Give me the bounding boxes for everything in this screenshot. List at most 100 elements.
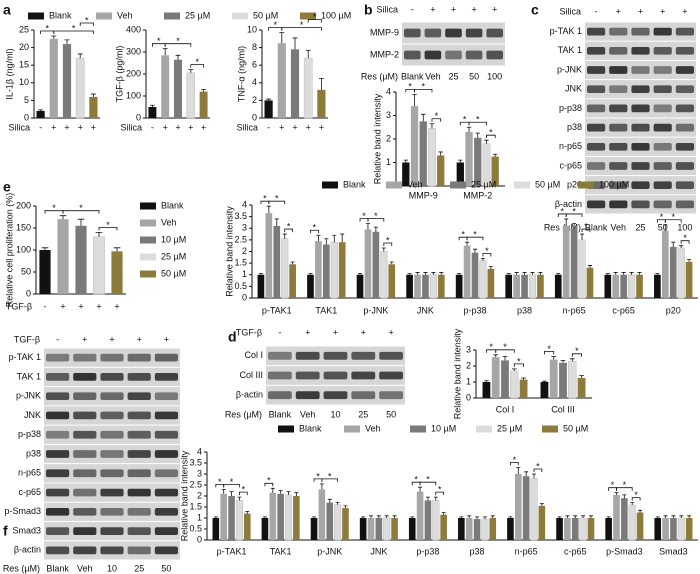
- error-bar: [556, 273, 561, 275]
- error-bar: [514, 272, 519, 275]
- error-bar: [493, 354, 499, 358]
- error-bar: [270, 487, 275, 493]
- significance-label: *: [634, 490, 638, 500]
- y-axis-label: Relative cell proliferation (%): [4, 193, 14, 308]
- error-bar: [113, 247, 121, 252]
- blot-band: [73, 507, 97, 516]
- bar: [380, 251, 388, 299]
- bar: [501, 360, 509, 398]
- bar: [228, 496, 235, 540]
- error-bar: [294, 492, 299, 496]
- blot-header: +: [430, 4, 435, 14]
- bar: [334, 504, 342, 541]
- significance-label: *: [517, 356, 521, 366]
- blot-footer: 50: [386, 409, 396, 419]
- panel-letter: c: [531, 2, 539, 18]
- blot-band: [127, 430, 151, 439]
- blot-band: [653, 27, 672, 36]
- legend-label: Blank: [299, 423, 322, 433]
- significance-label: *: [463, 115, 467, 125]
- blot-band: [127, 411, 151, 420]
- error-bar: [466, 126, 472, 132]
- error-bar: [637, 272, 642, 275]
- blot-band: [587, 200, 606, 209]
- y-axis-label: TGF-β (pg/ml): [114, 46, 124, 103]
- significance-label: *: [683, 233, 687, 243]
- blot-band: [653, 46, 672, 55]
- blot-band: [609, 181, 628, 190]
- bar: [75, 225, 87, 294]
- blot-band: [73, 450, 97, 458]
- error-bar: [373, 226, 378, 232]
- error-bar: [538, 272, 543, 275]
- bar: [422, 274, 429, 298]
- blot-band: [46, 353, 70, 362]
- bar: [620, 274, 627, 298]
- bar: [455, 274, 463, 298]
- error-bar: [361, 516, 366, 518]
- bar: [261, 518, 269, 540]
- error-bar: [431, 272, 436, 275]
- blot-band: [445, 28, 462, 38]
- x-tick-label: +: [175, 122, 180, 132]
- x-tick-label: p-TAK1: [262, 305, 292, 315]
- blot-band: [631, 123, 650, 132]
- error-bar: [389, 261, 394, 265]
- blot-footer: Veh: [77, 563, 93, 573]
- error-bar: [459, 516, 464, 518]
- blot-band: [73, 353, 97, 362]
- error-bar: [488, 266, 493, 269]
- blot-footer-label: Res (µM): [3, 563, 40, 573]
- bar: [326, 502, 334, 540]
- error-bar: [201, 89, 206, 92]
- blot-row-label: β-actin: [14, 545, 41, 555]
- bar: [437, 155, 445, 186]
- error-bar: [286, 491, 291, 495]
- x-tick-label: p38: [470, 546, 485, 556]
- legend-label: 100 µM: [321, 10, 351, 20]
- legend-swatch: [386, 181, 402, 189]
- significance-bracket: [544, 351, 555, 355]
- blot-row-label: p-JNK: [16, 391, 41, 401]
- significance-label: *: [623, 480, 627, 490]
- significance-label: *: [328, 471, 332, 481]
- bar: [338, 242, 346, 298]
- y-tick-label: 2.5: [234, 234, 247, 244]
- bar: [372, 231, 380, 298]
- blot-row-label: p-p38: [559, 103, 582, 113]
- bar: [463, 245, 471, 298]
- blot-band: [587, 46, 606, 55]
- error-bar: [441, 512, 446, 515]
- error-bar: [484, 380, 489, 382]
- significance-bracket: [482, 253, 492, 257]
- y-tick-label: 2: [242, 246, 247, 256]
- blot-band: [587, 162, 606, 170]
- error-bar: [412, 93, 417, 107]
- blot-band: [323, 371, 348, 380]
- bar: [161, 55, 170, 118]
- significance-label: *: [572, 206, 576, 216]
- bar: [628, 274, 636, 299]
- error-bar: [606, 516, 611, 518]
- error-bar: [522, 272, 527, 275]
- y-tick-label: 0: [26, 288, 31, 298]
- significance-bracket: [367, 218, 385, 222]
- x-tick-label: +: [91, 122, 96, 132]
- significance-bracket: [307, 19, 322, 23]
- error-bar: [332, 234, 337, 243]
- panel-letter: f: [3, 523, 8, 539]
- error-bar: [162, 48, 168, 56]
- error-bar: [605, 273, 610, 275]
- y-tick-label: 25: [19, 24, 29, 34]
- y-axis-label: IL-1β (ng/ml): [4, 48, 14, 99]
- legend-label: 25 µM: [161, 251, 186, 261]
- blot-band: [127, 353, 151, 362]
- legend-swatch: [140, 236, 156, 244]
- significance-label: *: [85, 15, 89, 25]
- significance-bracket: [495, 349, 515, 353]
- blot-band: [323, 391, 348, 400]
- panel-letter: b: [364, 2, 373, 18]
- error-bar: [64, 39, 70, 45]
- bar: [75, 57, 85, 119]
- blot-band: [46, 430, 70, 439]
